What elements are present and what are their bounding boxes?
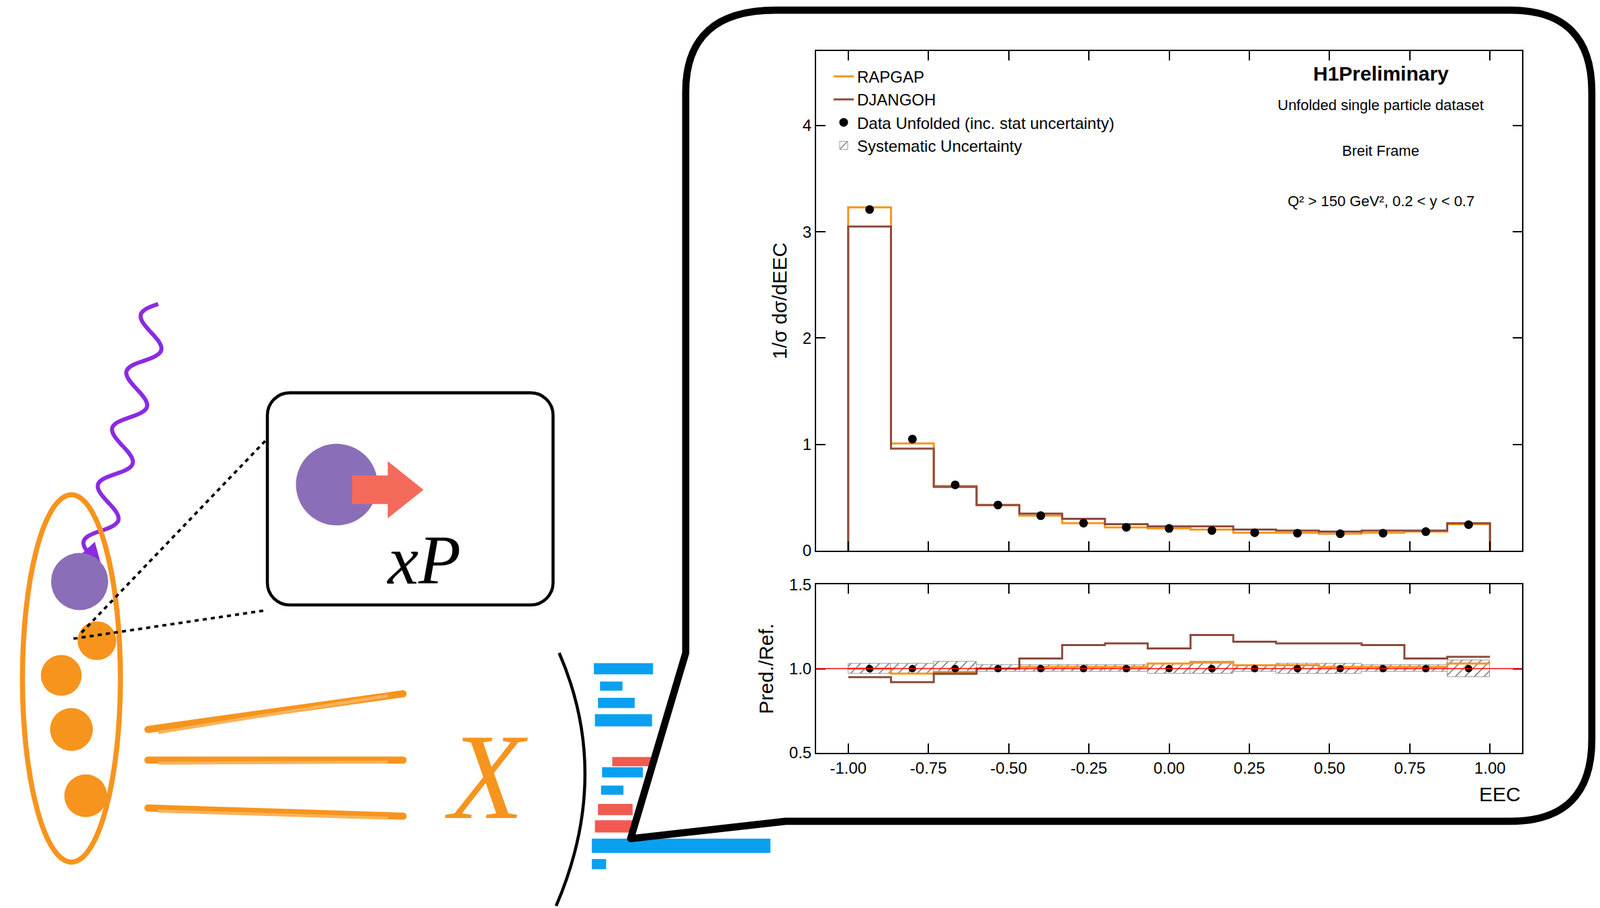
svg-text:1.00: 1.00 <box>1474 759 1506 778</box>
svg-text:0.25: 0.25 <box>1233 759 1266 778</box>
svg-text:xP: xP <box>386 521 461 599</box>
svg-text:Q² > 150 GeV², 0.2 < y < 0.7: Q² > 150 GeV², 0.2 < y < 0.7 <box>1287 192 1475 210</box>
svg-text:EEC: EEC <box>1479 783 1521 806</box>
svg-text:Data Unfolded (inc. stat uncer: Data Unfolded (inc. stat uncertainty) <box>857 114 1115 133</box>
svg-text:0: 0 <box>802 541 812 560</box>
svg-text:1.0: 1.0 <box>789 659 812 678</box>
svg-text:1: 1 <box>802 435 812 454</box>
svg-text:DJANGOH: DJANGOH <box>857 90 936 109</box>
svg-text:2: 2 <box>802 329 812 348</box>
svg-text:RAPGAP: RAPGAP <box>857 67 925 86</box>
svg-text:-0.75: -0.75 <box>910 759 948 778</box>
svg-text:0.50: 0.50 <box>1313 759 1346 778</box>
svg-text:1/σ dσ/dEEC: 1/σ dσ/dEEC <box>768 242 791 360</box>
svg-text:1.5: 1.5 <box>789 575 812 594</box>
svg-text:-1.00: -1.00 <box>829 759 867 778</box>
svg-text:X: X <box>443 709 528 845</box>
svg-text:Unfolded single particle datas: Unfolded single particle dataset <box>1277 96 1484 114</box>
svg-text:Breit Frame: Breit Frame <box>1342 142 1420 160</box>
svg-text:-0.50: -0.50 <box>990 759 1028 778</box>
svg-text:0.00: 0.00 <box>1153 759 1185 778</box>
svg-text:0.5: 0.5 <box>789 743 812 762</box>
svg-text:3: 3 <box>802 223 812 242</box>
svg-text:Systematic Uncertainty: Systematic Uncertainty <box>857 137 1022 156</box>
svg-text:4: 4 <box>802 116 812 135</box>
svg-text:-0.25: -0.25 <box>1070 759 1108 778</box>
svg-text:H1Preliminary: H1Preliminary <box>1313 62 1449 85</box>
svg-text:Pred./Ref.: Pred./Ref. <box>754 623 778 715</box>
svg-text:0.75: 0.75 <box>1393 759 1426 778</box>
